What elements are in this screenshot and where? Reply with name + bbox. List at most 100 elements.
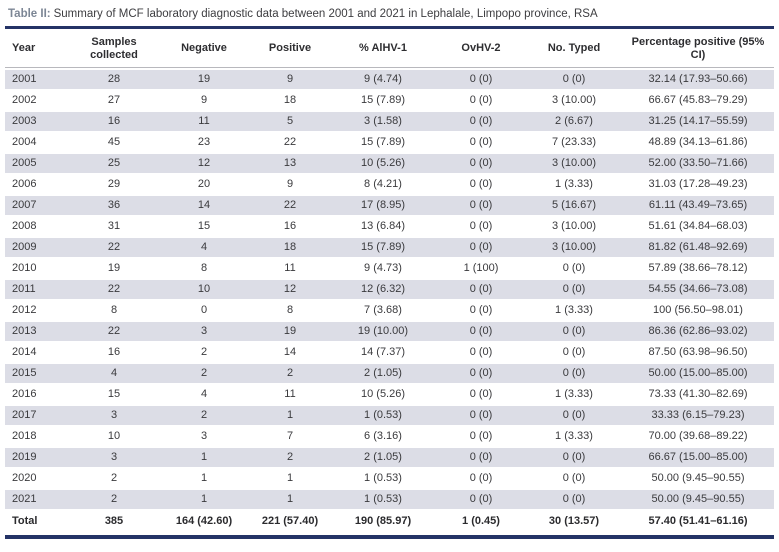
value-cell: 0 (0) <box>436 238 526 257</box>
year-cell: 2007 <box>5 196 70 215</box>
value-cell: 1 (100) <box>436 259 526 278</box>
value-cell: 2 <box>70 490 158 509</box>
year-cell: 2017 <box>5 406 70 425</box>
value-cell: 9 <box>250 175 330 194</box>
value-cell: 9 <box>250 70 330 89</box>
year-cell: 2009 <box>5 238 70 257</box>
year-cell: 2019 <box>5 448 70 467</box>
table-row: 2005 25 12 13 10 (5.26) 0 (0) 3 (10.00) 52.00 (… <box>5 154 774 173</box>
total-value-cell: 221 (57.40) <box>250 511 330 533</box>
value-cell: 50.00 (9.45–90.55) <box>622 490 774 509</box>
value-cell: 19 (10.00) <box>330 322 436 341</box>
value-cell: 33.33 (6.15–79.23) <box>622 406 774 425</box>
value-cell: 2 <box>158 364 250 383</box>
table-header-row: Year Samples collected Negative Positive% A… <box>5 31 774 68</box>
value-cell: 1 (0.53) <box>330 406 436 425</box>
year-cell: 2006 <box>5 175 70 194</box>
value-cell: 2 (1.05) <box>330 364 436 383</box>
value-cell: 36 <box>70 196 158 215</box>
table-row: 2004 45 23 22 15 (7.89) 0 (0) 7 (23.33) 48.89 (… <box>5 133 774 152</box>
table-row: 2009 22 4 18 15 (7.89) 0 (0) 3 (10.00) 81.82 (6… <box>5 238 774 257</box>
column-header: Samples collected <box>70 31 158 68</box>
total-value-cell: 30 (13.57) <box>526 511 622 533</box>
value-cell: 0 (0) <box>436 364 526 383</box>
value-cell: 1 <box>250 406 330 425</box>
table-total-row: Total 385 164 (42.60) 221 (57.40) 190 (85.97… <box>5 511 774 533</box>
value-cell: 0 (0) <box>436 196 526 215</box>
column-header: % AlHV-1 <box>330 31 436 68</box>
value-cell: 31.03 (17.28–49.23) <box>622 175 774 194</box>
year-cell: 2011 <box>5 280 70 299</box>
value-cell: 0 (0) <box>436 343 526 362</box>
value-cell: 70.00 (39.68–89.22) <box>622 427 774 446</box>
value-cell: 22 <box>250 133 330 152</box>
value-cell: 11 <box>250 259 330 278</box>
value-cell: 1 <box>158 469 250 488</box>
value-cell: 0 (0) <box>526 364 622 383</box>
year-cell: 2014 <box>5 343 70 362</box>
value-cell: 4 <box>158 385 250 404</box>
value-cell: 15 (7.89) <box>330 133 436 152</box>
value-cell: 0 (0) <box>436 217 526 236</box>
column-header: No. Typed <box>526 31 622 68</box>
value-cell: 51.61 (34.84–68.03) <box>622 217 774 236</box>
value-cell: 3 <box>70 448 158 467</box>
value-cell: 2 <box>250 448 330 467</box>
value-cell: 5 <box>250 112 330 131</box>
value-cell: 19 <box>158 70 250 89</box>
value-cell: 23 <box>158 133 250 152</box>
value-cell: 19 <box>70 259 158 278</box>
value-cell: 2 (6.67) <box>526 112 622 131</box>
column-header: OvHV-2 <box>436 31 526 68</box>
value-cell: 45 <box>70 133 158 152</box>
value-cell: 0 (0) <box>526 322 622 341</box>
value-cell: 10 <box>70 427 158 446</box>
table-row: 2019 3 1 2 2 (1.05) 0 (0) 0 (0) 66.67 (15.00–85… <box>5 448 774 467</box>
table-caption: Table II: Summary of MCF laboratory diagn… <box>5 3 774 26</box>
value-cell: 16 <box>70 343 158 362</box>
year-cell: 2012 <box>5 301 70 320</box>
value-cell: 12 <box>250 280 330 299</box>
value-cell: 12 (6.32) <box>330 280 436 299</box>
year-cell: 2021 <box>5 490 70 509</box>
table-caption-text: Summary of MCF laboratory diagnostic dat… <box>53 8 598 20</box>
value-cell: 0 (0) <box>436 406 526 425</box>
value-cell: 22 <box>70 280 158 299</box>
value-cell: 15 (7.89) <box>330 91 436 110</box>
value-cell: 16 <box>70 112 158 131</box>
value-cell: 0 (0) <box>436 427 526 446</box>
value-cell: 18 <box>250 238 330 257</box>
value-cell: 18 <box>250 91 330 110</box>
value-cell: 19 <box>250 322 330 341</box>
value-cell: 2 (1.05) <box>330 448 436 467</box>
table-row: 2020 2 1 1 1 (0.53) 0 (0) 0 (0) 50.00 (9.45–90.… <box>5 469 774 488</box>
value-cell: 3 (10.00) <box>526 154 622 173</box>
table-row: 2015 4 2 2 2 (1.05) 0 (0) 0 (0) 50.00 (15.00–85… <box>5 364 774 383</box>
value-cell: 13 (6.84) <box>330 217 436 236</box>
value-cell: 2 <box>250 364 330 383</box>
value-cell: 57.89 (38.66–78.12) <box>622 259 774 278</box>
value-cell: 0 (0) <box>436 112 526 131</box>
value-cell: 3 <box>70 406 158 425</box>
value-cell: 31 <box>70 217 158 236</box>
table-row: 2001 28 19 9 9 (4.74) 0 (0) 0 (0) 32.14 (17.93–… <box>5 70 774 89</box>
value-cell: 10 (5.26) <box>330 154 436 173</box>
total-value-cell: 164 (42.60) <box>158 511 250 533</box>
value-cell: 0 (0) <box>436 154 526 173</box>
value-cell: 3 <box>158 322 250 341</box>
value-cell: 22 <box>70 238 158 257</box>
value-cell: 73.33 (41.30–82.69) <box>622 385 774 404</box>
mcf-diagnostic-table: Year Samples collected Negative Positive% A… <box>5 26 774 539</box>
total-value-cell: 190 (85.97) <box>330 511 436 533</box>
table-row: 2007 36 14 22 17 (8.95) 0 (0) 5 (16.67) 61.11 (… <box>5 196 774 215</box>
value-cell: 48.89 (34.13–61.86) <box>622 133 774 152</box>
value-cell: 6 (3.16) <box>330 427 436 446</box>
value-cell: 4 <box>70 364 158 383</box>
value-cell: 8 <box>70 301 158 320</box>
value-cell: 4 <box>158 238 250 257</box>
value-cell: 50.00 (15.00–85.00) <box>622 364 774 383</box>
table-row: 2013 22 3 19 19 (10.00) 0 (0) 0 (0) 86.36 (62.8… <box>5 322 774 341</box>
value-cell: 3 (10.00) <box>526 217 622 236</box>
value-cell: 0 (0) <box>526 469 622 488</box>
